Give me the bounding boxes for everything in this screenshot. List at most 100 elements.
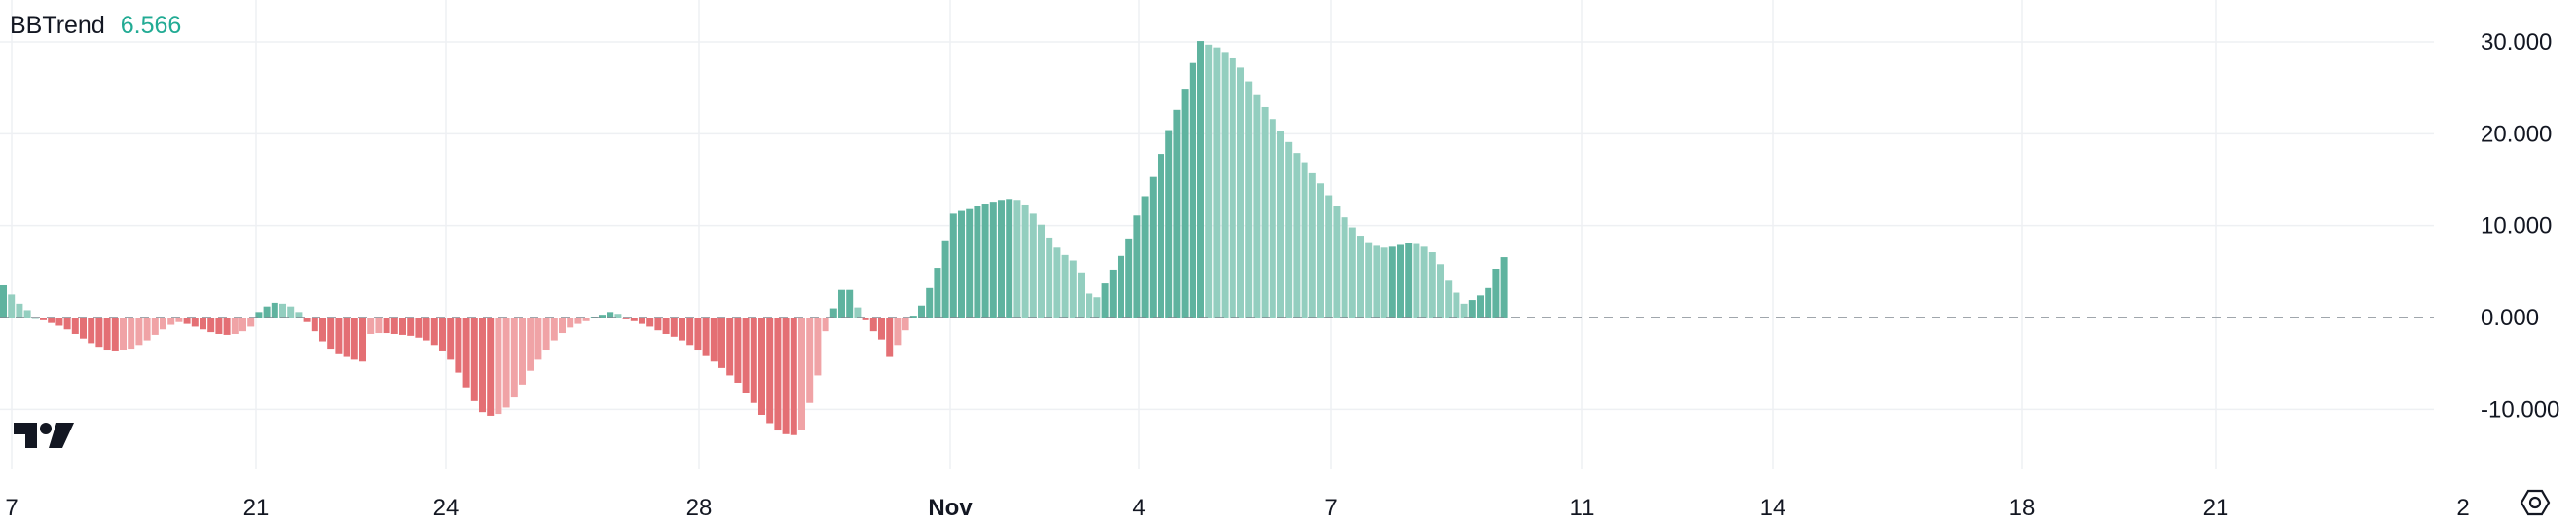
histogram-bar bbox=[822, 318, 829, 332]
histogram-bar bbox=[622, 318, 630, 319]
histogram-bar bbox=[1221, 52, 1229, 318]
histogram-bar bbox=[1158, 154, 1164, 318]
histogram-bar bbox=[1341, 217, 1348, 318]
histogram-bar bbox=[1348, 227, 1356, 318]
histogram-bar bbox=[1053, 247, 1061, 318]
histogram-bar bbox=[447, 318, 455, 360]
histogram-bar bbox=[200, 318, 206, 330]
histogram-bar bbox=[1285, 141, 1293, 318]
histogram-bar bbox=[1468, 300, 1476, 318]
y-tick-label: 20.000 bbox=[2481, 121, 2552, 147]
histogram-bar bbox=[534, 318, 542, 360]
histogram-bar bbox=[1485, 287, 1492, 318]
indicator-value: 6.566 bbox=[120, 12, 182, 39]
histogram-bar bbox=[918, 305, 925, 318]
histogram-bar bbox=[407, 318, 415, 336]
histogram-bar bbox=[303, 318, 311, 322]
histogram-bar bbox=[550, 318, 558, 341]
histogram-bar bbox=[1061, 254, 1069, 318]
histogram-bar bbox=[1038, 224, 1045, 318]
histogram-bar bbox=[1460, 303, 1468, 318]
histogram-bar bbox=[1109, 269, 1117, 318]
histogram-bar bbox=[1006, 199, 1013, 318]
histogram-bar bbox=[502, 318, 510, 408]
x-tick-label: 2 bbox=[2456, 495, 2469, 521]
histogram-bar bbox=[1173, 109, 1181, 318]
grid-lines bbox=[0, 0, 2434, 469]
histogram-bar bbox=[1149, 176, 1157, 318]
histogram-bar bbox=[111, 318, 119, 351]
histogram-bar bbox=[128, 318, 135, 350]
histogram-bar bbox=[479, 318, 486, 413]
histogram-bar bbox=[120, 318, 127, 351]
x-tick-label: 7 bbox=[5, 495, 18, 521]
histogram-bar bbox=[470, 318, 478, 401]
histogram-bar bbox=[926, 287, 934, 318]
indicator-name: BBTrend bbox=[10, 12, 105, 39]
histogram-bar bbox=[1500, 257, 1508, 318]
histogram-bar bbox=[869, 318, 877, 332]
histogram-bar bbox=[1101, 283, 1109, 318]
histogram-bar bbox=[231, 318, 239, 334]
histogram-bar bbox=[774, 318, 782, 431]
histogram-bar bbox=[1380, 247, 1388, 318]
x-tick-label: 4 bbox=[1132, 495, 1145, 521]
histogram-bar bbox=[846, 289, 854, 318]
histogram-bar bbox=[567, 318, 574, 328]
histogram-bar bbox=[415, 318, 423, 338]
histogram-bar bbox=[1420, 246, 1428, 318]
histogram-bar bbox=[279, 303, 286, 318]
histogram-bar bbox=[1317, 183, 1324, 318]
x-tick-label: 11 bbox=[1570, 495, 1595, 521]
histogram-bar bbox=[646, 318, 654, 327]
x-tick-label: Nov bbox=[928, 495, 973, 521]
histogram-bar bbox=[542, 318, 550, 351]
x-axis: 7 21 24 28 Nov 4 7 11 14 18 21 2 bbox=[5, 495, 2469, 521]
histogram-bar bbox=[998, 200, 1005, 318]
histogram-bar bbox=[367, 318, 375, 334]
histogram-bar bbox=[1245, 81, 1253, 318]
histogram-bar bbox=[439, 318, 446, 351]
tradingview-logo-icon[interactable] bbox=[14, 421, 76, 455]
histogram-bar bbox=[151, 318, 159, 335]
histogram-bar bbox=[958, 210, 965, 318]
histogram-bar bbox=[1388, 246, 1396, 318]
histogram-bar bbox=[854, 307, 862, 318]
histogram-bar bbox=[662, 318, 670, 334]
histogram-bar bbox=[582, 318, 590, 321]
histogram-bar bbox=[1021, 204, 1029, 318]
histogram-bar bbox=[1046, 237, 1053, 318]
histogram-bar bbox=[1165, 130, 1173, 318]
indicator-legend[interactable]: BBTrend 6.566 bbox=[10, 12, 181, 40]
x-tick-label: 18 bbox=[2009, 495, 2036, 521]
histogram-bar bbox=[1325, 195, 1333, 318]
histogram-bar bbox=[909, 316, 917, 318]
histogram-bar bbox=[726, 318, 734, 376]
histogram-bar bbox=[103, 318, 111, 351]
histogram-bar bbox=[670, 318, 678, 337]
histogram-bar bbox=[462, 318, 470, 388]
histogram-bar bbox=[71, 318, 79, 334]
histogram-bar bbox=[966, 208, 974, 318]
histogram-bar bbox=[614, 314, 622, 318]
histogram-bar bbox=[981, 204, 989, 318]
histogram-bar bbox=[1237, 67, 1244, 318]
histogram-bar bbox=[319, 318, 326, 342]
histogram-bar bbox=[710, 318, 718, 362]
histogram-bar bbox=[191, 318, 199, 327]
histogram-bar bbox=[1181, 89, 1189, 318]
histogram-bar bbox=[1477, 295, 1484, 318]
histogram-bar bbox=[829, 308, 837, 318]
chart-settings-icon[interactable] bbox=[2520, 487, 2551, 518]
y-tick-label: -10.000 bbox=[2481, 396, 2559, 423]
histogram-bar bbox=[327, 318, 335, 350]
histogram-bar bbox=[1253, 94, 1261, 318]
histogram-bar bbox=[974, 206, 981, 318]
histogram-bar bbox=[207, 318, 215, 333]
histogram-bar bbox=[750, 318, 757, 403]
y-tick-label: 30.000 bbox=[2481, 29, 2552, 56]
y-axis: 30.000 20.000 10.000 0.000 -10.000 bbox=[2481, 29, 2559, 423]
histogram-bar bbox=[1277, 131, 1284, 318]
x-tick-label: 14 bbox=[1760, 495, 1786, 521]
x-tick-label: 24 bbox=[433, 495, 460, 521]
